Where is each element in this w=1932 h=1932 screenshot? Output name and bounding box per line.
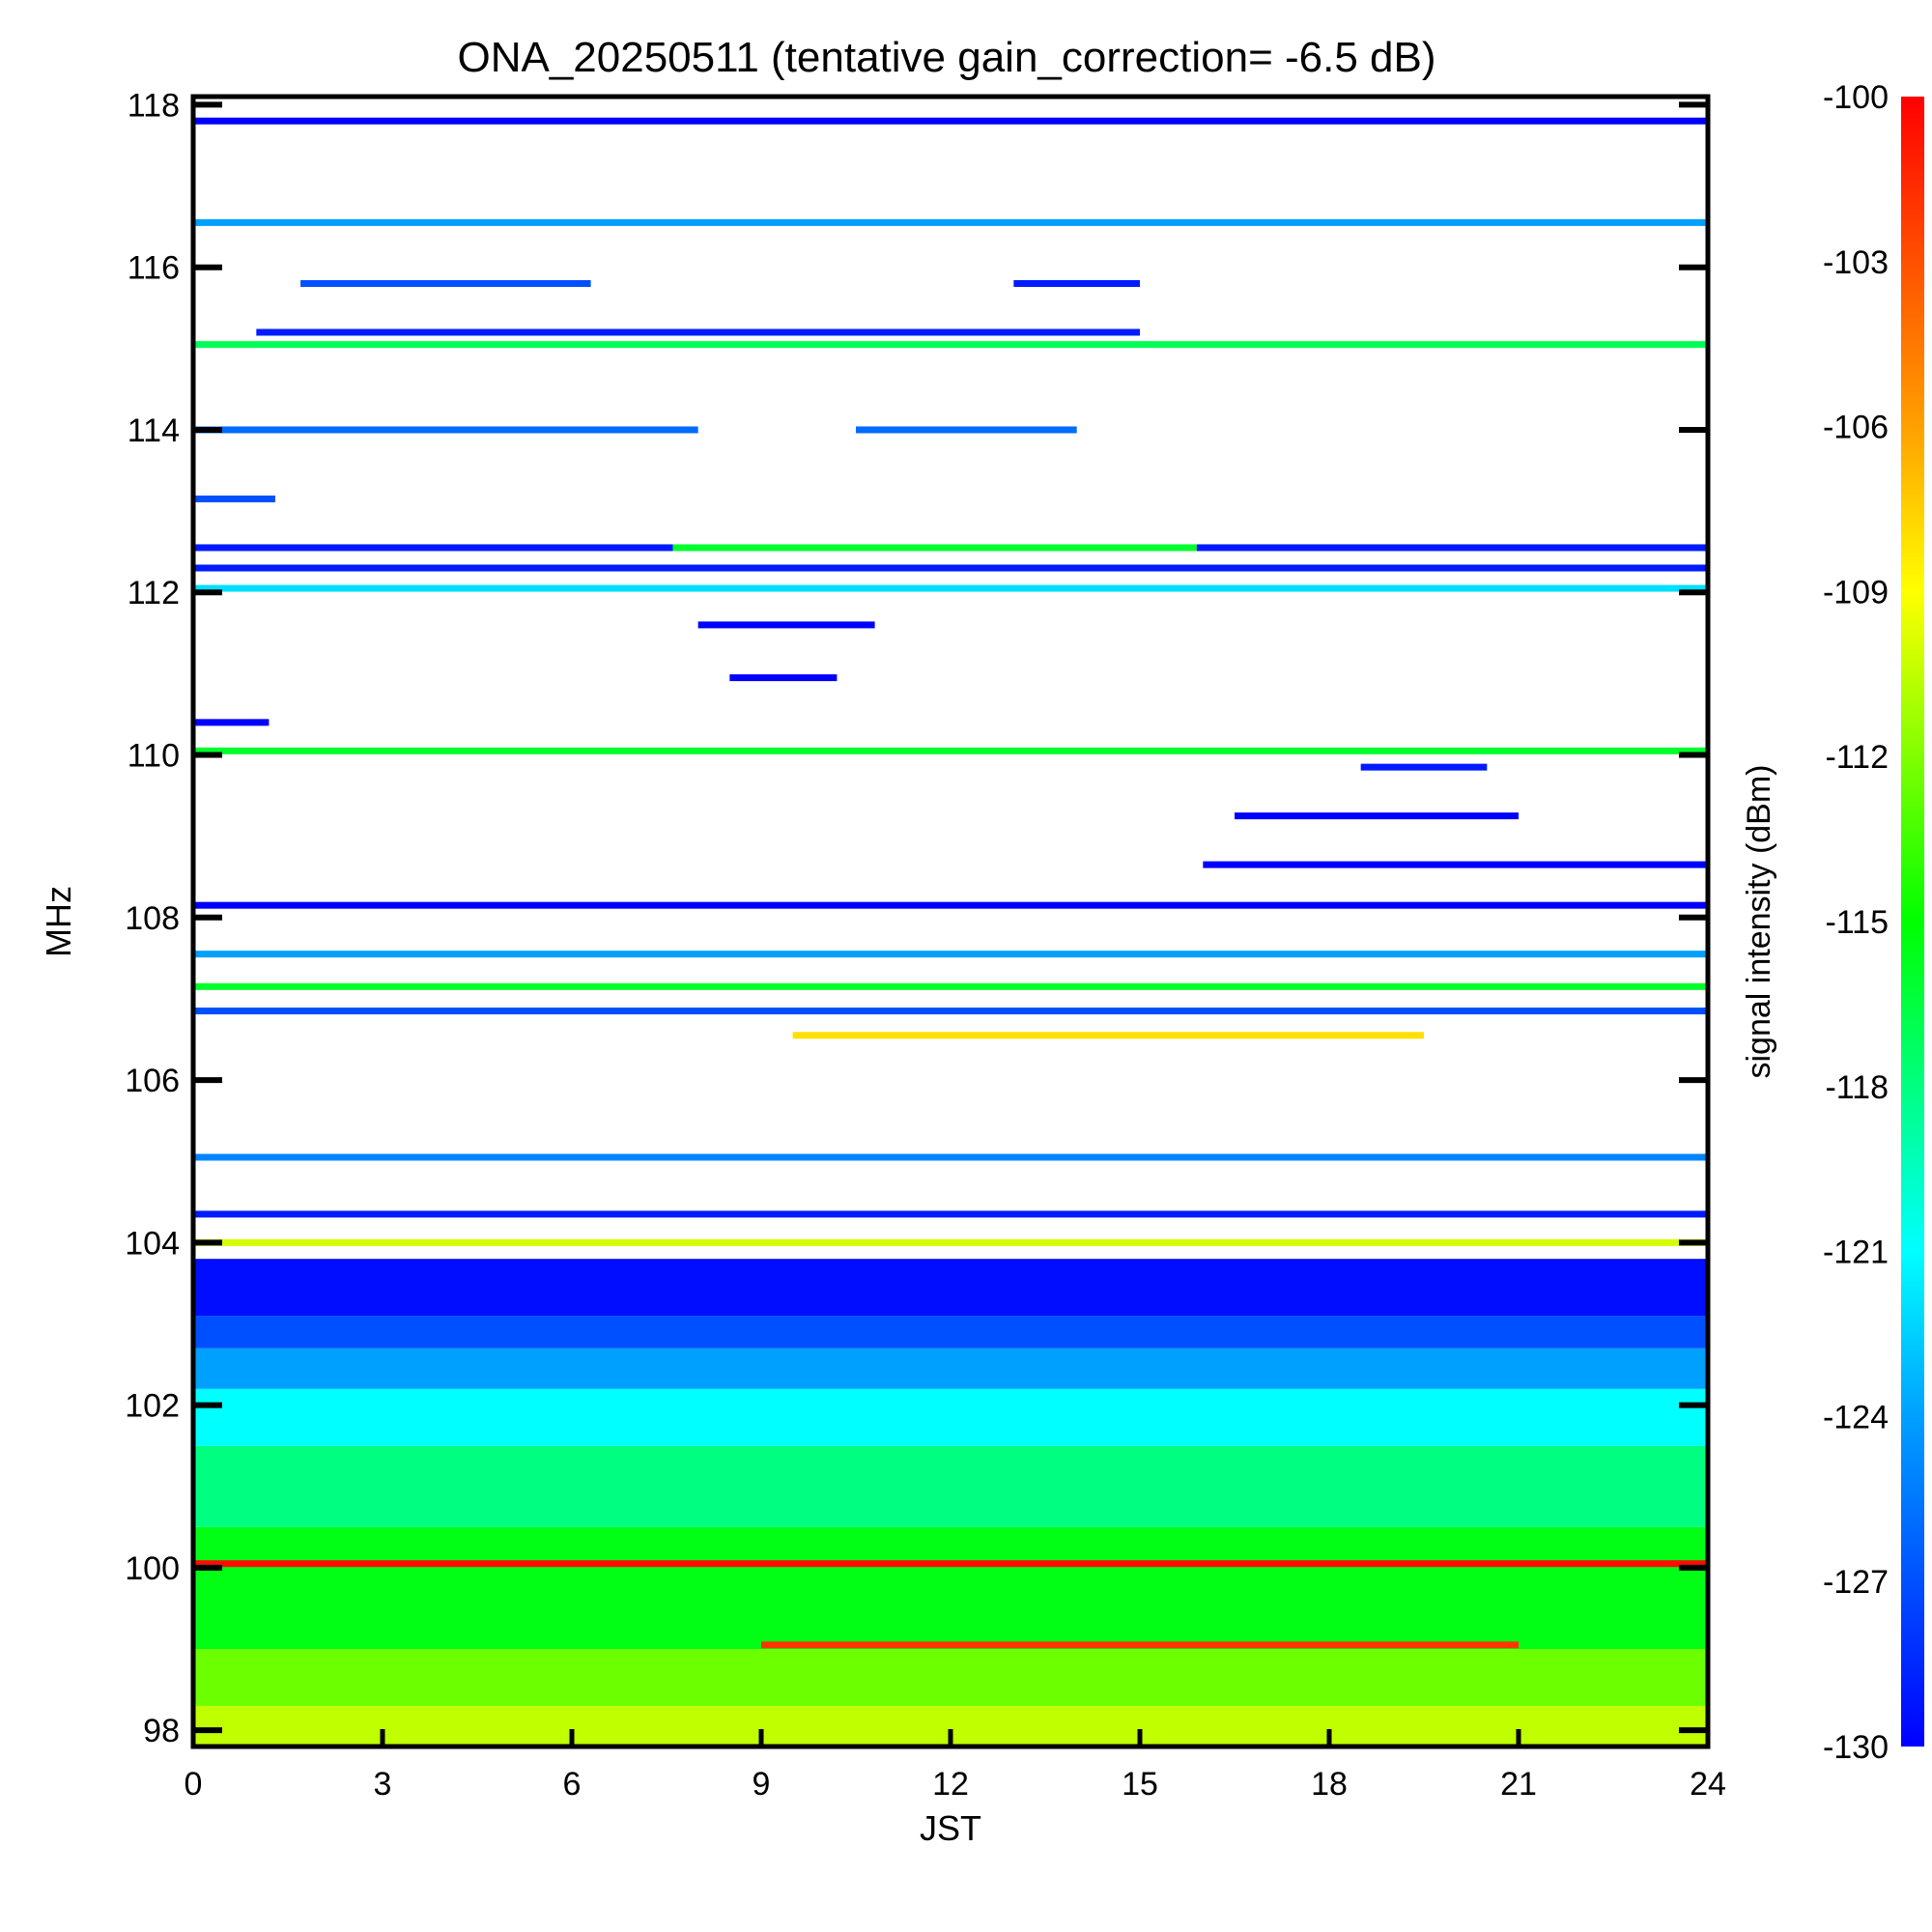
colorbar: -100 -103 -106 -109 -112 -115 -118 -121 -124 -127… — [1823, 79, 1924, 1766]
y-tick-label: 110 — [128, 738, 180, 775]
colorbar-tick-label: -118 — [1825, 1069, 1889, 1106]
background-band — [193, 1649, 1708, 1706]
signal-trace — [193, 1238, 1708, 1246]
signal-trace — [1235, 812, 1519, 820]
colorbar-ticks: -100 -103 -106 -109 -112 -115 -118 -121 -124 -127… — [1823, 79, 1889, 1766]
background-band — [193, 1388, 1708, 1446]
colorbar-gradient — [1901, 97, 1924, 1747]
background-band — [193, 1526, 1708, 1650]
signal-trace — [792, 1032, 1424, 1039]
signal-trace — [1013, 280, 1140, 288]
signal-trace — [193, 584, 1708, 592]
x-tick-label: 12 — [932, 1766, 969, 1803]
chart-title: ONA_20250511 (tentative gain_correction=… — [457, 34, 1435, 81]
x-tick-label: 21 — [1500, 1766, 1537, 1803]
y-tick-label: 118 — [128, 87, 180, 124]
signal-trace — [761, 1641, 1519, 1649]
colorbar-tick-label: -112 — [1825, 739, 1889, 776]
colorbar-tick-label: -130 — [1823, 1729, 1889, 1766]
y-tick-label: 108 — [125, 900, 180, 937]
y-tick-label: 112 — [128, 575, 180, 611]
x-tick-label: 15 — [1122, 1766, 1158, 1803]
x-tick-label: 6 — [563, 1766, 582, 1803]
y-tick-label: 102 — [125, 1388, 180, 1425]
x-tick-label: 18 — [1311, 1766, 1348, 1803]
x-tick-label: 24 — [1690, 1766, 1726, 1803]
colorbar-tick-label: -124 — [1823, 1399, 1889, 1435]
colorbar-tick-label: -100 — [1823, 79, 1889, 116]
colorbar-label: signal intensity (dBm) — [1741, 764, 1777, 1078]
signal-trace — [193, 1560, 1708, 1568]
signal-trace — [193, 1153, 1708, 1161]
signal-trace — [729, 674, 838, 682]
signal-trace — [193, 1008, 1708, 1015]
y-tick-label: 98 — [143, 1713, 180, 1749]
y-tick-label: 114 — [128, 412, 180, 449]
colorbar-tick-label: -103 — [1823, 244, 1889, 281]
signal-trace — [193, 719, 270, 726]
signal-trace — [193, 495, 275, 502]
colorbar-tick-label: -127 — [1823, 1564, 1889, 1601]
signal-trace — [856, 426, 1077, 434]
signal-trace — [193, 341, 1708, 349]
y-axis: 98 100 102 104 106 108 110 112 114 116 118 — [125, 87, 1708, 1749]
x-tick-label: 0 — [185, 1766, 203, 1803]
signal-trace — [672, 544, 1197, 552]
signal-trace — [193, 951, 1708, 958]
background-band — [193, 1348, 1708, 1389]
signal-traces — [193, 117, 1708, 1649]
signal-trace — [1196, 544, 1708, 552]
signal-trace — [193, 901, 1708, 909]
plot-area — [190, 94, 1711, 1749]
signal-trace — [1360, 763, 1488, 771]
background-band — [193, 1316, 1708, 1349]
colorbar-tick-label: -106 — [1823, 410, 1889, 446]
y-tick-label: 104 — [125, 1225, 180, 1262]
signal-trace — [193, 218, 1708, 226]
x-tick-label: 3 — [374, 1766, 392, 1803]
signal-trace — [300, 280, 591, 288]
background-band — [193, 1259, 1708, 1317]
signal-trace — [697, 621, 875, 629]
signal-trace — [256, 328, 1140, 336]
y-tick-label: 116 — [128, 250, 180, 287]
signal-trace — [1203, 861, 1708, 868]
background-bands — [193, 1259, 1708, 1747]
y-axis-label: MHz — [39, 886, 78, 957]
signal-trace — [193, 747, 1708, 754]
y-tick-label: 100 — [125, 1550, 180, 1587]
colorbar-tick-label: -115 — [1825, 904, 1889, 941]
y-tick-label: 106 — [125, 1063, 180, 1099]
signal-trace — [193, 426, 698, 434]
signal-trace — [193, 564, 1708, 572]
colorbar-tick-label: -121 — [1823, 1235, 1889, 1271]
x-tick-label: 9 — [753, 1766, 771, 1803]
signal-trace — [193, 982, 1708, 990]
colorbar-tick-label: -109 — [1823, 574, 1889, 611]
signal-trace — [193, 544, 673, 552]
signal-trace — [193, 1210, 1708, 1218]
x-axis: 0 3 6 9 12 15 18 21 24 — [185, 1729, 1726, 1803]
signal-trace — [193, 117, 1708, 125]
x-axis-label: JST — [920, 1808, 981, 1848]
background-band — [193, 1445, 1708, 1527]
